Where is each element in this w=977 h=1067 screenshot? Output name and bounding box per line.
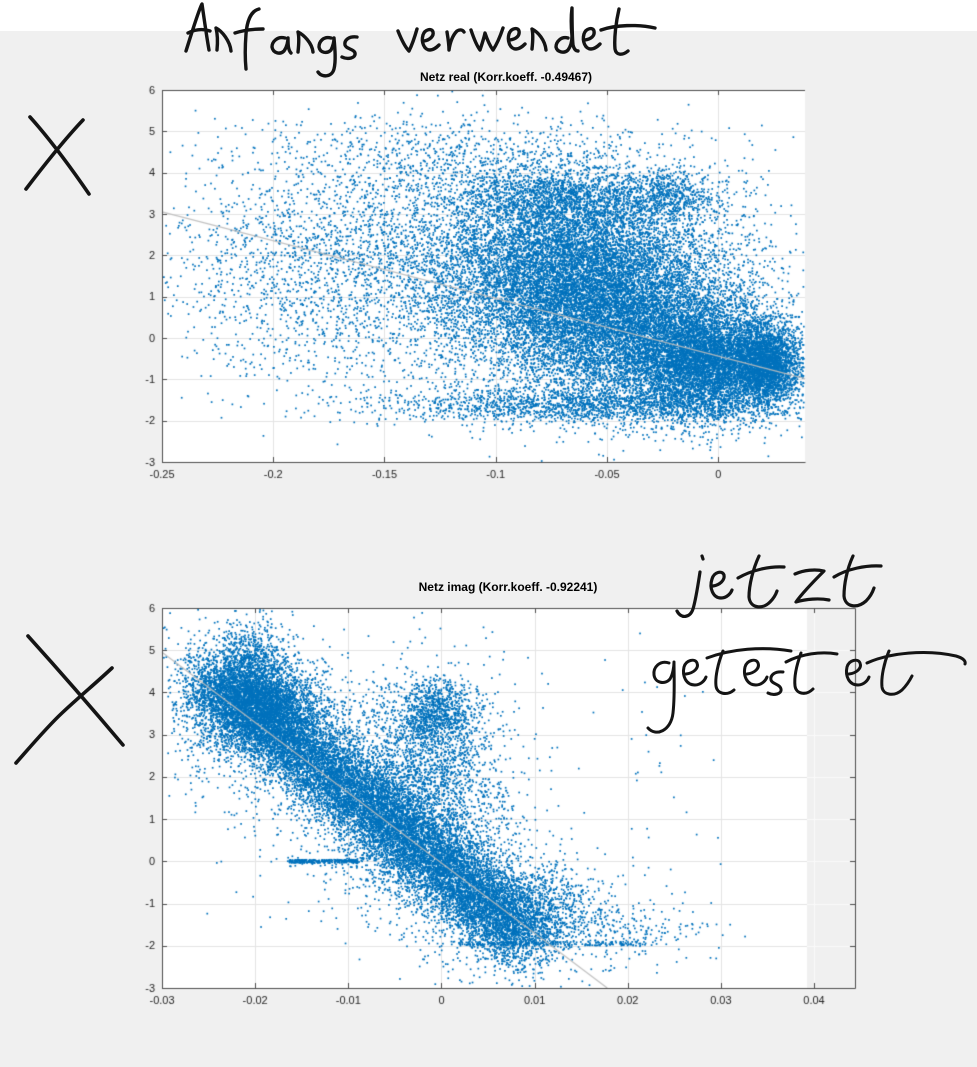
netz-imag-scatter-plot [95,570,905,1018]
netz-real-scatter-plot [95,55,855,495]
handwriting-x-mark-top [24,115,91,196]
top-strip [0,0,977,31]
